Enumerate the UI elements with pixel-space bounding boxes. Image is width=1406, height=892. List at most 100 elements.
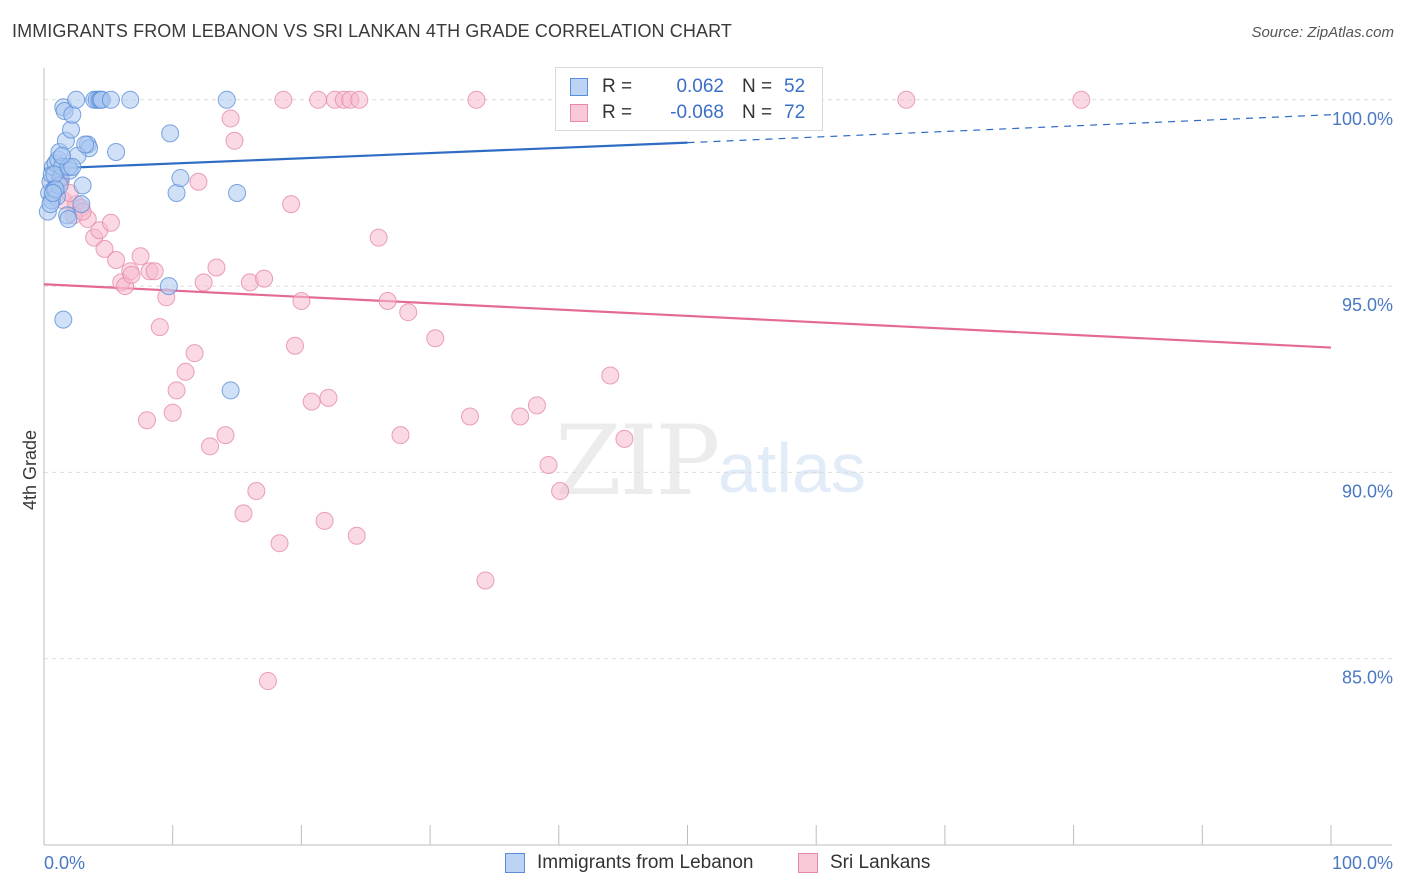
point-srilankans (319, 388, 338, 407)
legend-item-lebanon: Immigrants from Lebanon (505, 852, 754, 874)
legend-r-label: R = (602, 102, 633, 123)
point-lebanon (62, 120, 81, 139)
legend-row-srilankans: R = -0.068 N = 72 (570, 101, 805, 125)
legend-label-lebanon: Immigrants from Lebanon (537, 852, 754, 873)
gridlines (44, 99, 1392, 660)
point-srilankans (391, 426, 410, 445)
point-lebanon (159, 277, 178, 296)
point-lebanon (63, 105, 82, 124)
trend-line-srilankans (43, 283, 1332, 349)
point-srilankans (369, 228, 388, 247)
point-srilankans (137, 411, 156, 430)
point-srilankans (258, 672, 277, 691)
point-lebanon (121, 90, 140, 109)
legend-n-value: 72 (784, 102, 806, 123)
point-srilankans (460, 407, 479, 426)
point-srilankans (315, 511, 334, 530)
point-srilankans (282, 195, 301, 214)
point-srilankans (221, 109, 240, 128)
point-lebanon (107, 142, 126, 161)
legend-r-label: R = (602, 76, 633, 97)
point-srilankans (426, 329, 445, 348)
point-srilankans (176, 362, 195, 381)
point-lebanon (54, 310, 73, 329)
tick-labels: 85.0% 90.0% 95.0% 100.0% 0.0% 100.0% (44, 109, 1393, 873)
point-srilankans (1072, 90, 1091, 109)
y-axis-label: 4th Grade (20, 430, 40, 510)
point-lebanon (217, 90, 236, 109)
point-srilankans (207, 258, 226, 277)
point-srilankans (201, 437, 220, 456)
point-srilankans (378, 292, 397, 311)
trend-line-lebanon (43, 141, 688, 170)
point-lebanon (72, 195, 91, 214)
legend-r-value: -0.068 (670, 102, 724, 123)
point-lebanon (167, 183, 186, 202)
legend-n-label: N = (742, 102, 773, 123)
point-srilankans (615, 429, 634, 448)
point-srilankans (309, 90, 328, 109)
point-lebanon (101, 90, 120, 109)
point-lebanon (67, 90, 86, 109)
point-srilankans (270, 534, 289, 553)
point-srilankans (234, 504, 253, 523)
legend-n-value: 52 (784, 76, 806, 97)
point-srilankans (163, 403, 182, 422)
legend-label-srilankans: Sri Lankans (830, 852, 931, 873)
point-srilankans (302, 392, 321, 411)
chart-title: IMMIGRANTS FROM LEBANON VS SRI LANKAN 4T… (12, 21, 732, 41)
trend-line-lebanon-extension (687, 114, 1332, 144)
point-srilankans (527, 396, 546, 415)
point-srilankans (511, 407, 530, 426)
axes (43, 68, 1392, 846)
point-lebanon (44, 183, 63, 202)
data-points (38, 90, 1091, 691)
point-srilankans (131, 247, 150, 266)
legend-n-label: N = (742, 76, 773, 97)
x-tick-label: 0.0% (44, 853, 85, 873)
point-lebanon (63, 157, 82, 176)
point-lebanon (161, 124, 180, 143)
point-lebanon (53, 146, 72, 165)
point-srilankans (107, 251, 126, 270)
legend-swatch-pink (798, 853, 818, 873)
watermark-atlas: atlas (718, 429, 866, 507)
point-srilankans (95, 239, 114, 258)
point-srilankans (145, 262, 164, 281)
point-srilankans (551, 482, 570, 501)
legend-r-value: 0.062 (676, 76, 724, 97)
point-srilankans (255, 269, 274, 288)
legend-swatch-pink (570, 104, 588, 122)
point-lebanon (76, 135, 95, 154)
point-srilankans (350, 90, 369, 109)
source-label: Source: ZipAtlas.com (1251, 24, 1394, 41)
point-srilankans (274, 90, 293, 109)
watermark-zip: ZIP (555, 405, 720, 517)
y-tick-label: 95.0% (1342, 295, 1393, 315)
point-srilankans (539, 455, 558, 474)
point-lebanon (221, 381, 240, 400)
point-srilankans (167, 381, 186, 400)
legend-item-srilankans: Sri Lankans (798, 852, 930, 874)
point-srilankans (185, 344, 204, 363)
point-srilankans (347, 526, 366, 545)
legend-swatch-blue (505, 853, 525, 873)
series-legend: Immigrants from Lebanon Sri Lankans (0, 852, 1406, 878)
trend-lines (43, 114, 1332, 349)
point-srilankans (101, 213, 120, 232)
point-srilankans (225, 131, 244, 150)
point-lebanon (59, 210, 78, 229)
point-srilankans (150, 318, 169, 337)
point-srilankans (285, 336, 304, 355)
stats-legend: R = 0.062 N = 52 R = -0.068 N = 72 (555, 67, 823, 131)
point-srilankans (194, 273, 213, 292)
point-srilankans (216, 426, 235, 445)
point-lebanon (171, 169, 190, 188)
point-srilankans (399, 303, 418, 322)
legend-row-lebanon: R = 0.062 N = 52 (570, 75, 805, 99)
point-lebanon (73, 176, 92, 195)
point-srilankans (467, 90, 486, 109)
x-tick-label: 100.0% (1332, 853, 1393, 873)
point-srilankans (476, 571, 495, 590)
